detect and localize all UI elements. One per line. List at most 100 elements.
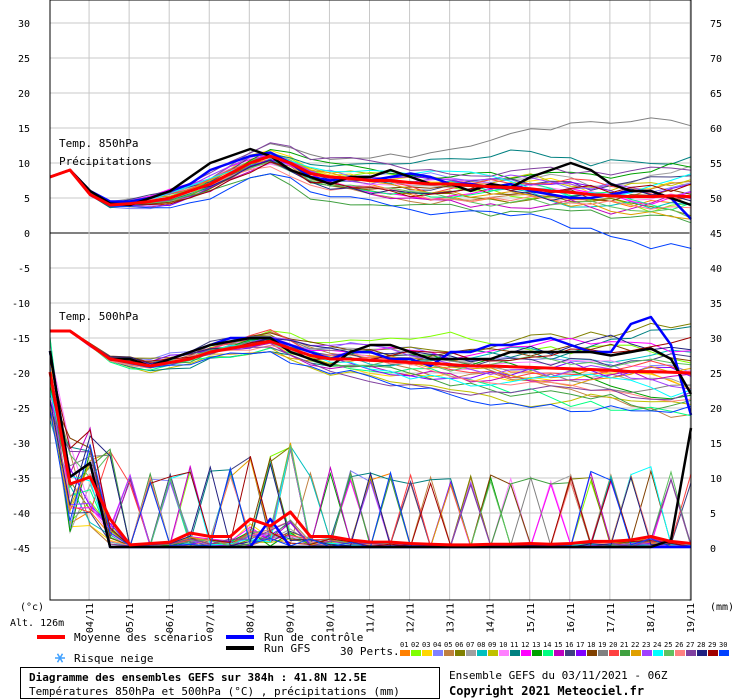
series-precip_mm-moyenne-des-sc-narios	[48, 371, 692, 547]
left-tick-label: -15	[12, 334, 30, 345]
x-tick-label: 14/11	[486, 603, 497, 633]
pert-number: 02	[411, 641, 419, 649]
pert-swatch	[576, 650, 586, 656]
pert-number: 09	[488, 641, 496, 649]
pert-number: 05	[444, 641, 452, 649]
footer-subtitle: Températures 850hPa et 500hPa (°C) , pré…	[29, 685, 400, 698]
pert-swatch	[554, 650, 564, 656]
left-tick-label: 5	[24, 194, 30, 205]
left-tick-label: -45	[12, 544, 30, 555]
pert-swatch	[466, 650, 476, 656]
right-tick-label: 75	[710, 19, 722, 30]
right-unit: (mm)	[710, 602, 734, 613]
pert-swatch	[620, 650, 630, 656]
left-tick-label: 0	[24, 229, 30, 240]
pert-line-500	[49, 322, 692, 360]
x-axis: 04/11 05/11 06/11 07/11 08/11 09/11 10/11 11/11…	[85, 603, 697, 633]
pert-number: 11	[510, 641, 518, 649]
legend-control-label: Run de contrôle	[264, 631, 363, 644]
snowflake-icon	[55, 653, 65, 663]
x-tick-label: 13/11	[446, 603, 457, 633]
x-tick-label: 17/11	[606, 603, 617, 633]
x-tick-label: 19/11	[686, 603, 697, 633]
left-tick-label: -20	[12, 369, 30, 380]
right-tick-label: 40	[710, 264, 722, 275]
legend-mean-label: Moyenne des scénarios	[74, 631, 213, 644]
pert-swatch	[675, 650, 685, 656]
pert-swatch	[532, 650, 542, 656]
series-t850-moyenne-des-sc-narios	[49, 154, 692, 207]
left-tick-label: -30	[12, 439, 30, 450]
right-tick-label: 5	[710, 509, 716, 520]
left-unit: (°c)	[20, 602, 44, 613]
altitude-label: Alt. 126m	[10, 618, 64, 629]
label-precip: Précipitations	[59, 155, 152, 168]
pert-number: 10	[499, 641, 507, 649]
x-tick-label: 06/11	[165, 603, 176, 633]
left-tick-label: -35	[12, 474, 30, 485]
x-tick-label: 11/11	[366, 603, 377, 633]
footer-box: Diagramme des ensembles GEFS sur 384h : …	[20, 667, 440, 699]
pert-line-500	[49, 330, 692, 408]
x-tick-label: 08/11	[245, 603, 256, 633]
pert-swatch	[609, 650, 619, 656]
x-tick-label: 09/11	[285, 603, 296, 633]
pert-number: 25	[664, 641, 672, 649]
pert-line-500	[49, 330, 692, 372]
legend-perts-label: 30 Perts.	[340, 645, 400, 658]
right-tick-label: 35	[710, 299, 722, 310]
pert-swatch	[543, 650, 553, 656]
pert-number: 26	[675, 641, 683, 649]
left-tick-label: 10	[18, 159, 30, 170]
pert-number: 18	[587, 641, 595, 649]
x-tick-label: 10/11	[325, 603, 336, 633]
pert-number: 06	[455, 641, 463, 649]
pert-number: 23	[642, 641, 650, 649]
copyright: Copyright 2021 Meteociel.fr	[449, 684, 645, 698]
pert-swatch	[565, 650, 575, 656]
pert-number: 30	[719, 641, 727, 649]
pert-swatch	[686, 650, 696, 656]
pert-swatch	[499, 650, 509, 656]
main-series-lines	[48, 147, 693, 549]
pert-number: 12	[521, 641, 529, 649]
perturbation-legend: 01 02 03 04 05 06 07 08 09 10 11 12 13 14 15 16 17 18 19 20…	[400, 641, 729, 656]
label-t500: Temp. 500hPa	[59, 310, 138, 323]
left-tick-label: 25	[18, 54, 30, 65]
left-tick-label: -40	[12, 509, 30, 520]
pert-line-850	[49, 159, 692, 206]
pert-swatch	[653, 650, 663, 656]
pert-number: 21	[620, 641, 628, 649]
pert-swatch	[411, 650, 421, 656]
series-precip_mm-run-gfs	[48, 350, 693, 549]
left-tick-label: 30	[18, 19, 30, 30]
pert-number: 24	[653, 641, 661, 649]
pert-number: 01	[400, 641, 408, 649]
pert-swatch	[400, 650, 410, 656]
right-tick-label: 10	[710, 474, 722, 485]
pert-swatch	[697, 650, 707, 656]
ensemble-run-label: Ensemble GEFS du 03/11/2021 - 06Z	[449, 669, 668, 682]
pert-number: 03	[422, 641, 430, 649]
pert-number: 14	[543, 641, 551, 649]
left-axis: 30 25 20 15 10 5 0 -5 -10 -15 -20 -25 -30 -35 -40 -45	[12, 19, 30, 555]
pert-swatch	[521, 650, 531, 656]
x-tick-label: 15/11	[526, 603, 537, 633]
pert-swatch	[631, 650, 641, 656]
pert-swatch	[708, 650, 718, 656]
pert-number: 07	[466, 641, 474, 649]
pert-line-850	[49, 161, 692, 206]
left-tick-label: -25	[12, 404, 30, 415]
left-tick-label: 20	[18, 89, 30, 100]
pert-swatch	[587, 650, 597, 656]
pert-swatch	[664, 650, 674, 656]
pert-number: 04	[433, 641, 441, 649]
left-tick-label: 15	[18, 124, 30, 135]
pert-line-850	[49, 161, 692, 219]
right-tick-label: 20	[710, 404, 722, 415]
label-t850: Temp. 850hPa	[59, 137, 138, 150]
pert-number: 19	[598, 641, 606, 649]
pert-number: 28	[697, 641, 705, 649]
